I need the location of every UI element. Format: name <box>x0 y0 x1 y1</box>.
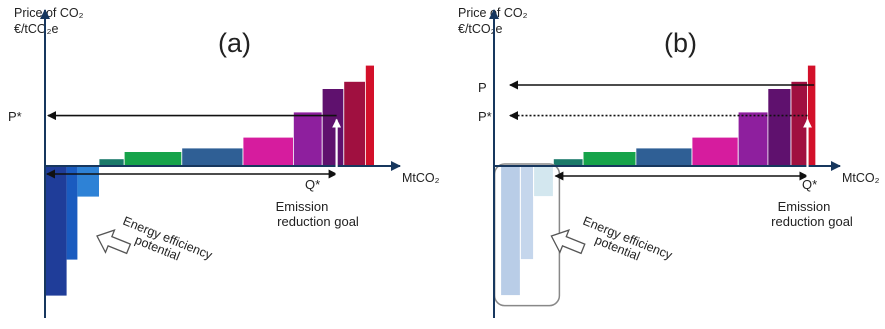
panel-b-x-axis-label: MtCO₂ <box>842 171 880 185</box>
panel-a-goal-line2: reduction goal <box>277 214 359 229</box>
panel-b-goal-line1: Emission <box>778 199 831 214</box>
panel-b-cost-bar-4 <box>691 136 739 167</box>
panel-a-ee-callout-arrow <box>96 229 132 255</box>
chart-marks <box>40 9 841 318</box>
panel-b-cost-bar-8 <box>807 64 817 167</box>
panel-b-y-title-line2: €/tCO₂e <box>458 22 503 36</box>
panel-a-ee-bar-2 <box>66 166 78 260</box>
panel-b-ee-bar-2 <box>519 165 535 261</box>
panel-b-cost-bar-7 <box>790 81 808 167</box>
panel-a-ee-bar-1 <box>45 166 67 296</box>
panel-b-price-label-p: P <box>478 80 487 95</box>
panel-b-ee-callout-arrow-shape <box>550 229 586 255</box>
panel-b-cost-bar-1 <box>553 158 584 167</box>
panel-b-q-label: Q* <box>802 177 817 192</box>
panel-a-goal-line1: Emission <box>276 199 329 214</box>
panel-a-q-label: Q* <box>305 177 320 192</box>
panel-a-y-title-line1: Price of CO₂ <box>14 6 84 20</box>
panel-a-ee-bar-3 <box>77 166 99 197</box>
panel-b-cost-bar-2 <box>582 151 637 167</box>
panel-a-ee-callout-arrow-shape <box>96 229 132 255</box>
panel-b-ee-callout-arrow <box>550 229 586 255</box>
panel-a: Price of CO₂ €/tCO₂e (a) P* MtCO₂ Q* Emi… <box>8 6 440 263</box>
panel-a-cost-bar-7 <box>343 81 366 167</box>
panel-b-price-label-p-star: P* <box>478 109 492 124</box>
panel-a-cost-bar-4 <box>242 136 294 167</box>
panel-b-label: (b) <box>664 28 697 58</box>
panel-a-cost-bar-2 <box>123 151 183 167</box>
panel-a-cost-bar-8 <box>364 64 375 167</box>
panel-a-price-label-p-star: P* <box>8 109 22 124</box>
panel-b-cost-bar-6 <box>767 88 792 167</box>
panel-a-label: (a) <box>218 28 251 58</box>
panel-a-x-axis-label: MtCO₂ <box>402 171 440 185</box>
panel-b-ee-bar-3 <box>533 165 554 198</box>
panel-b-goal-line2: reduction goal <box>771 214 853 229</box>
panel-a-cost-bar-1 <box>98 158 125 167</box>
panel-a-cost-bar-5 <box>292 111 323 167</box>
panel-b-cost-bar-3 <box>635 147 693 167</box>
panel-b-y-title-line1: Price of CO₂ <box>458 6 528 20</box>
panel-a-cost-bar-3 <box>181 147 244 167</box>
panel-b-cost-bar-5 <box>737 111 769 167</box>
panel-b-ee-bar-1 <box>500 165 521 297</box>
panel-a-cost-bar-6 <box>321 88 345 167</box>
panel-a-y-title-line2: €/tCO₂e <box>14 22 59 36</box>
